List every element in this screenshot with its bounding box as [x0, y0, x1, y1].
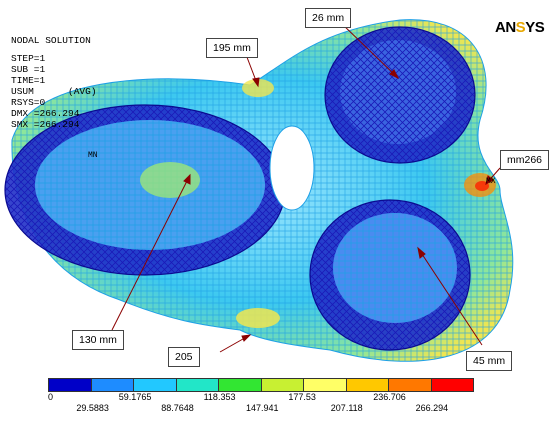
ansys-logo: ANSYS: [495, 19, 545, 36]
step-readout: STEP=1: [11, 53, 46, 64]
usum-readout: USUM (AVG): [11, 86, 97, 97]
legend-tick-bottom: 29.5883: [76, 403, 109, 413]
legend-swatch: [389, 379, 432, 391]
callout-arrows: [111, 21, 501, 353]
rsys-readout: RSYS=0: [11, 97, 46, 108]
left-pan: [4, 104, 286, 276]
legend-swatch: [91, 379, 134, 391]
color-legend-bar: [48, 378, 474, 392]
smx-readout: SMX =266.294: [11, 119, 80, 130]
callout-130mm: 130 mm: [72, 330, 124, 350]
callout-266mm: mm266: [500, 150, 550, 170]
legend-tick-top: 177.53: [288, 392, 316, 402]
legend-tick-bottom: 266.294: [415, 403, 449, 413]
bottom-right-pan: [309, 199, 471, 351]
center-hole: [269, 125, 315, 211]
legend-tick-top: 236.706: [373, 392, 406, 402]
legend-tick-bottom: 88.7648: [161, 403, 194, 413]
legend-swatch: [304, 379, 347, 391]
time-readout: TIME=1: [11, 75, 46, 86]
legend-tick-top: 0: [48, 392, 54, 402]
legend-swatch: [219, 379, 262, 391]
sub-readout: SUB =1: [11, 64, 46, 75]
legend-tick-bottom: 147.941: [246, 403, 279, 413]
legend-swatch: [49, 379, 92, 391]
legend-tick-top: 118.353: [203, 392, 236, 402]
dmx-readout: DMX =266.294: [11, 108, 80, 119]
callout-195mm: 195 mm: [206, 38, 258, 58]
min-marker: MN: [88, 151, 98, 160]
callout-205: 205: [168, 347, 200, 367]
legend-swatch: [346, 379, 389, 391]
top-right-pan: [324, 26, 476, 164]
legend-swatch: [176, 379, 219, 391]
legend-swatch: [134, 379, 177, 391]
callout-45mm: 45 mm: [466, 351, 513, 371]
legend-swatch: [431, 379, 473, 391]
solution-title: NODAL SOLUTION: [11, 35, 91, 46]
max-marker: MX: [486, 177, 496, 186]
legend-tick-top: 59.1765: [118, 392, 152, 402]
legend-swatch: [261, 379, 304, 391]
callout-26mm: 26 mm: [305, 8, 352, 28]
legend-tick-bottom: 207.118: [330, 403, 363, 413]
